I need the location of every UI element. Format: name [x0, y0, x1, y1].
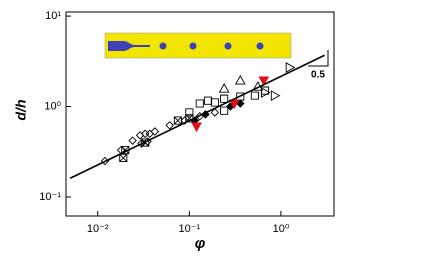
slope-triangle	[308, 50, 329, 67]
data-point	[191, 122, 202, 133]
data-point	[250, 91, 259, 100]
data-point	[210, 108, 220, 117]
data-point	[220, 94, 229, 103]
data-point	[220, 106, 229, 115]
x-tick-label: 10⁻²	[87, 223, 109, 235]
slope-label: 0.5	[311, 70, 325, 81]
data-point	[195, 99, 204, 108]
data-point	[173, 116, 182, 125]
data-point	[128, 136, 137, 145]
data-point	[258, 76, 270, 87]
x-tick-label: 10⁰	[273, 223, 290, 235]
data-point	[150, 127, 160, 136]
data-point	[218, 83, 230, 93]
y-axis-label: d/h	[13, 100, 29, 121]
y-tick-label: 10⁰	[44, 100, 61, 112]
data-point	[119, 153, 128, 163]
inset-finger	[108, 41, 150, 51]
data-point	[285, 62, 296, 73]
inset-image	[104, 32, 292, 59]
data-point	[145, 129, 155, 138]
inset-bubble	[256, 42, 264, 50]
plot-frame	[65, 11, 335, 217]
x-axis-label: φ	[195, 235, 206, 252]
data-point	[234, 74, 246, 85]
data-point	[185, 108, 194, 117]
data-point	[260, 87, 271, 98]
x-tick-label: 10⁻¹	[178, 223, 200, 235]
data-point	[165, 121, 174, 130]
data-point	[270, 90, 281, 101]
data-point	[180, 116, 189, 125]
fit-line	[69, 54, 325, 179]
data-point	[210, 98, 219, 107]
y-tick-label: 10¹	[45, 10, 61, 22]
y-tick-label: 10⁻¹	[39, 191, 61, 203]
data-point	[228, 99, 240, 110]
inset-bubble	[189, 42, 197, 50]
data-point	[203, 96, 213, 105]
inset-bubble	[159, 42, 167, 50]
inset-bubble	[224, 42, 232, 50]
